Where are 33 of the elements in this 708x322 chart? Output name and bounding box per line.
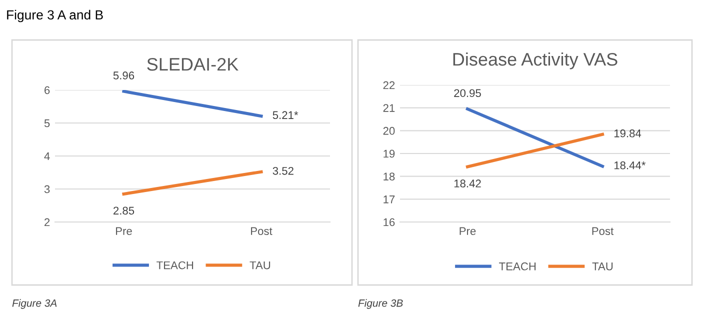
caption: Figure 3 A and B <box>7 10 103 22</box>
y-tick-label: 22 <box>383 81 395 90</box>
chart-title: SLEDAI-2K <box>147 58 238 71</box>
y-tick-label: 19 <box>384 150 395 158</box>
x-tick-label: Post <box>592 227 614 236</box>
data-label: 18.42 <box>454 180 481 188</box>
data-label: 5.21* <box>272 111 298 120</box>
data-label: 19.84 <box>614 129 642 138</box>
legend-label: TEACH <box>156 261 194 270</box>
chart-title: Disease Activity VAS <box>453 52 618 70</box>
caption: Figure 3A <box>12 299 57 309</box>
y-tick-label: 17 <box>384 196 395 204</box>
y-tick-label: 21 <box>383 104 395 112</box>
legend-label: TAU <box>592 262 613 270</box>
caption: Figure 3B <box>358 299 403 309</box>
y-tick-label: 6 <box>44 86 50 94</box>
y-tick-label: 18 <box>384 172 395 180</box>
x-tick-label: Post <box>251 227 272 236</box>
legend-label: TEACH <box>499 262 536 270</box>
x-tick-label: Pre <box>460 227 476 236</box>
data-label: 20.95 <box>454 89 481 98</box>
legend-label: TAU <box>250 261 270 270</box>
y-tick-label: 3 <box>44 185 50 194</box>
y-tick-label: 16 <box>384 218 395 226</box>
y-tick-label: 20 <box>383 126 395 135</box>
x-tick-label: Pre <box>116 227 132 236</box>
y-tick-label: 4 <box>44 152 50 160</box>
y-tick-label: 2 <box>44 218 50 226</box>
data-label: 3.52 <box>272 166 294 175</box>
data-label: 18.44* <box>614 161 646 170</box>
y-tick-label: 5 <box>44 119 50 128</box>
data-label: 5.96 <box>113 72 134 80</box>
data-label: 2.85 <box>113 206 134 215</box>
